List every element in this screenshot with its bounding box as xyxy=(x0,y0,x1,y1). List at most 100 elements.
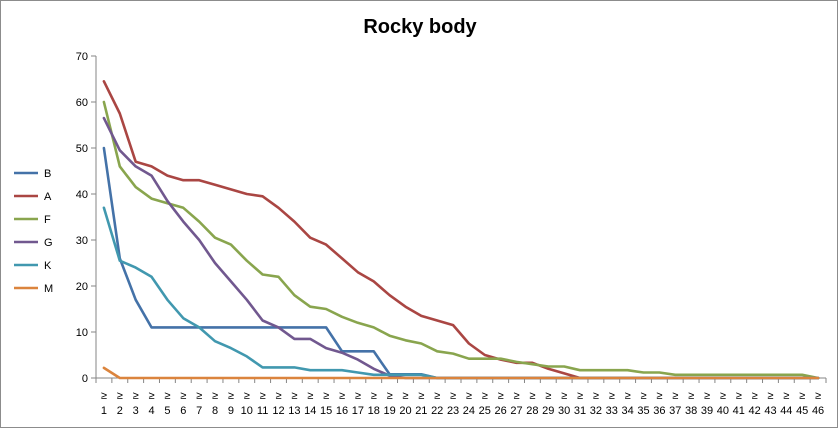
y-tick-label: 10 xyxy=(76,327,88,339)
x-tick-prefix: ≥ xyxy=(577,390,583,402)
x-tick-label: 22 xyxy=(431,405,443,417)
chart-title: Rocky body xyxy=(363,16,477,38)
x-tick-label: 36 xyxy=(653,405,665,417)
x-tick-label: 44 xyxy=(780,405,792,417)
x-tick-prefix: ≥ xyxy=(561,390,567,402)
x-tick-prefix: ≥ xyxy=(275,390,281,402)
y-tick-label: 30 xyxy=(76,235,88,247)
legend-label-f: F xyxy=(44,214,51,226)
x-tick-prefix: ≥ xyxy=(434,390,440,402)
x-tick-prefix: ≥ xyxy=(640,390,646,402)
x-tick-prefix: ≥ xyxy=(593,390,599,402)
x-tick-prefix: ≥ xyxy=(625,390,631,402)
x-tick-prefix: ≥ xyxy=(228,390,234,402)
y-tick-label: 20 xyxy=(76,281,88,293)
x-tick-prefix: ≥ xyxy=(212,390,218,402)
x-tick-label: 34 xyxy=(622,405,634,417)
legend-label-m: M xyxy=(44,283,53,295)
x-tick-prefix: ≥ xyxy=(767,390,773,402)
y-tick-label: 40 xyxy=(76,189,88,201)
y-tick-label: 50 xyxy=(76,143,88,155)
x-tick-label: 16 xyxy=(336,405,348,417)
x-tick-prefix: ≥ xyxy=(514,390,520,402)
x-tick-prefix: ≥ xyxy=(498,390,504,402)
x-tick-label: 40 xyxy=(717,405,729,417)
x-tick-label: 33 xyxy=(606,405,618,417)
x-tick-prefix: ≥ xyxy=(307,390,313,402)
x-tick-label: 28 xyxy=(526,405,538,417)
x-tick-prefix: ≥ xyxy=(402,390,408,402)
x-tick-label: 27 xyxy=(510,405,522,417)
x-tick-label: 23 xyxy=(447,405,459,417)
y-tick-label: 0 xyxy=(82,373,88,385)
x-tick-prefix: ≥ xyxy=(672,390,678,402)
x-tick-label: 12 xyxy=(272,405,284,417)
x-tick-prefix: ≥ xyxy=(545,390,551,402)
x-tick-label: 39 xyxy=(701,405,713,417)
x-tick-label: 1 xyxy=(101,405,107,417)
x-tick-label: 7 xyxy=(196,405,202,417)
x-tick-prefix: ≥ xyxy=(244,390,250,402)
x-tick-label: 6 xyxy=(180,405,186,417)
x-tick-label: 5 xyxy=(164,405,170,417)
x-tick-label: 21 xyxy=(415,405,427,417)
x-tick-label: 24 xyxy=(463,405,475,417)
x-tick-label: 8 xyxy=(212,405,218,417)
x-tick-label: 38 xyxy=(685,405,697,417)
x-tick-prefix: ≥ xyxy=(736,390,742,402)
x-tick-prefix: ≥ xyxy=(339,390,345,402)
x-tick-label: 41 xyxy=(733,405,745,417)
x-tick-prefix: ≥ xyxy=(260,390,266,402)
x-tick-label: 29 xyxy=(542,405,554,417)
x-tick-label: 35 xyxy=(637,405,649,417)
x-tick-label: 9 xyxy=(228,405,234,417)
x-tick-prefix: ≥ xyxy=(704,390,710,402)
x-tick-label: 4 xyxy=(148,405,154,417)
x-tick-label: 20 xyxy=(399,405,411,417)
x-tick-label: 17 xyxy=(352,405,364,417)
x-tick-label: 32 xyxy=(590,405,602,417)
x-tick-prefix: ≥ xyxy=(133,390,139,402)
x-tick-label: 42 xyxy=(748,405,760,417)
x-tick-prefix: ≥ xyxy=(482,390,488,402)
legend-label-k: K xyxy=(44,260,52,272)
legend-label-a: A xyxy=(44,191,52,203)
x-tick-label: 30 xyxy=(558,405,570,417)
x-tick-prefix: ≥ xyxy=(149,390,155,402)
x-tick-prefix: ≥ xyxy=(529,390,535,402)
legend-label-g: G xyxy=(44,237,53,249)
x-tick-label: 45 xyxy=(796,405,808,417)
x-tick-prefix: ≥ xyxy=(450,390,456,402)
y-tick-label: 60 xyxy=(76,97,88,109)
series-line-f xyxy=(102,100,820,380)
x-tick-prefix: ≥ xyxy=(180,390,186,402)
x-tick-label: 18 xyxy=(368,405,380,417)
y-tick-label: 70 xyxy=(76,51,88,63)
x-tick-prefix: ≥ xyxy=(371,390,377,402)
x-tick-label: 14 xyxy=(304,405,316,417)
x-tick-prefix: ≥ xyxy=(117,390,123,402)
legend-label-b: B xyxy=(44,168,51,180)
x-tick-prefix: ≥ xyxy=(387,390,393,402)
x-tick-prefix: ≥ xyxy=(783,390,789,402)
x-tick-label: 25 xyxy=(479,405,491,417)
x-tick-prefix: ≥ xyxy=(720,390,726,402)
x-tick-prefix: ≥ xyxy=(418,390,424,402)
x-tick-prefix: ≥ xyxy=(799,390,805,402)
x-tick-label: 10 xyxy=(241,405,253,417)
x-tick-label: 3 xyxy=(133,405,139,417)
x-tick-prefix: ≥ xyxy=(355,390,361,402)
x-tick-label: 43 xyxy=(764,405,776,417)
x-tick-prefix: ≥ xyxy=(164,390,170,402)
series-line-m xyxy=(102,366,820,380)
x-tick-prefix: ≥ xyxy=(656,390,662,402)
series-line-a xyxy=(102,80,820,380)
x-tick-prefix: ≥ xyxy=(688,390,694,402)
x-tick-prefix: ≥ xyxy=(752,390,758,402)
x-tick-label: 26 xyxy=(495,405,507,417)
x-tick-label: 37 xyxy=(669,405,681,417)
x-tick-prefix: ≥ xyxy=(466,390,472,402)
